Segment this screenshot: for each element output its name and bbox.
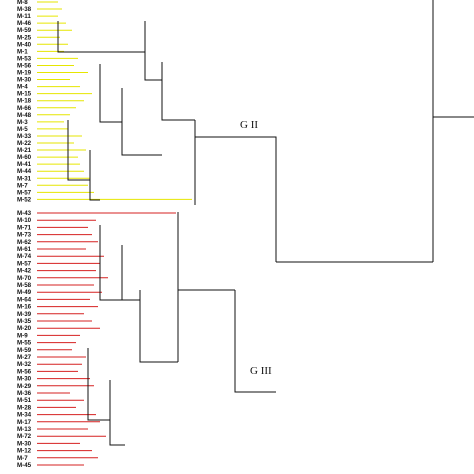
group-iii-leaf-label: M-34 [17,412,32,419]
group-ii-leaf-label: M-5 [17,126,28,133]
group-ii-leaf-label: M-7 [17,182,28,189]
group-iii-leaf-label: M-56 [17,368,32,375]
cluster-g3-e [139,290,178,363]
cluster-g3-a [99,225,122,301]
group-ii-leaf-label: M-38 [17,6,32,13]
group-iii-leaf-label: M-10 [17,217,32,224]
group-iii-leaf-label: M-70 [17,275,32,282]
group-iii-leaf-label: M-29 [17,383,32,390]
group-ii-leaf-label: M-18 [17,98,32,105]
cluster-g3-d [109,380,125,446]
group-iii-leaf-label: M-45 [17,462,32,469]
group-ii-leaf-label: M-15 [17,91,32,98]
cluster-g3-c [87,348,110,421]
group-ii-leaf-label: M-30 [17,77,32,84]
group-ii-leaf-label: M-31 [17,175,32,182]
leaf-branches [37,1,192,466]
group-ii-leaf-label: M-53 [17,55,32,62]
group-ii-leaf-label: M-56 [17,62,32,69]
group-iii-leaf-label: M-64 [17,296,32,303]
group-iii-leaf-label: M-16 [17,304,32,311]
group-iii-leaf-label: M-72 [17,433,32,440]
leaf-labels: M-8M-38M-11M-46M-59M-25M-40M-1M-53M-56M-… [17,0,32,469]
group-iii-leaf-label: M-74 [17,253,32,260]
cluster-g2-top [144,21,162,81]
group-iii-leaf-label: M-20 [17,325,32,332]
group-ii-leaf-label: M-57 [17,189,32,196]
group-iii-leaf-label: M-55 [17,340,32,347]
group-ii-leaf-label: M-4 [17,84,28,91]
group-iii-label: G III [250,365,272,377]
group-iii-leaf-label: M-58 [17,282,32,289]
group-iii-leaf-label: M-61 [17,246,32,253]
group-ii-leaf-label: M-46 [17,20,32,27]
cluster-g2-sub [67,120,100,201]
root-branch [432,0,474,262]
cluster-g2-mid [99,64,122,123]
cluster-g2-a [57,21,145,53]
group-ii-leaf-label: M-52 [17,196,32,203]
group-iii-leaf-label: M-27 [17,354,32,361]
node-g2 [195,136,277,262]
group-iii-leaf-label: M-39 [17,311,32,318]
group-iii-leaf-label: M-43 [17,210,32,217]
group-iii-leaf-label: M-17 [17,419,32,426]
group-iii-leaf-label: M-59 [17,347,32,354]
node-g3 [234,290,276,393]
group-ii-leaf-label: M-19 [17,70,32,77]
group-ii-leaf-label: M-3 [17,119,28,126]
group-iii-leaf-label: M-71 [17,224,32,231]
group-iii-leaf-label: M-7 [17,455,28,462]
group-iii-leaf-label: M-30 [17,376,32,383]
group-ii-leaf-label: M-41 [17,161,32,168]
group-iii-leaf-label: M-51 [17,397,32,404]
group-ii-leaf-label: M-25 [17,34,32,41]
group-ii-leaf-label: M-40 [17,41,32,48]
group-iii-leaf-label: M-28 [17,404,32,411]
group-ii-leaf-label: M-33 [17,133,32,140]
inner-branches [57,0,474,446]
group-iii-leaf-label: M-73 [17,232,32,239]
group-iii-leaf-label: M-9 [17,332,28,339]
group-ii-leaf-label: M-1 [17,48,28,55]
group-ii-leaf-label: M-48 [17,112,32,119]
cluster-g3-b [121,245,140,301]
cluster-g2-low [121,88,162,156]
cluster-g2-join [161,62,195,121]
group-ii-leaf-label: M-59 [17,27,32,34]
group-iii-leaf-label: M-42 [17,268,32,275]
group-ii-leaf-label: M-11 [17,13,31,20]
group-ii-label: G II [240,119,258,131]
group-iii-leaf-label: M-32 [17,361,32,368]
group-iii-leaf-label: M-57 [17,260,32,267]
group-ii-leaf-label: M-44 [17,168,32,175]
group-ii-leaf-label: M-21 [17,147,32,154]
group-ii-leaf-label: M-66 [17,105,32,112]
group-iii-leaf-label: M-35 [17,318,32,325]
group-iii-leaf-label: M-62 [17,239,32,246]
group-ii-leaf-label: M-8 [17,0,28,6]
group-ii-leaf-label: M-60 [17,154,32,161]
group-ii-leaf-label: M-22 [17,140,32,147]
group-iii-leaf-label: M-36 [17,390,32,397]
group-iii-leaf-label: M-12 [17,448,32,455]
group-iii-leaf-label: M-13 [17,426,32,433]
group-iii-leaf-label: M-30 [17,440,32,447]
group-iii-leaf-label: M-49 [17,289,32,296]
